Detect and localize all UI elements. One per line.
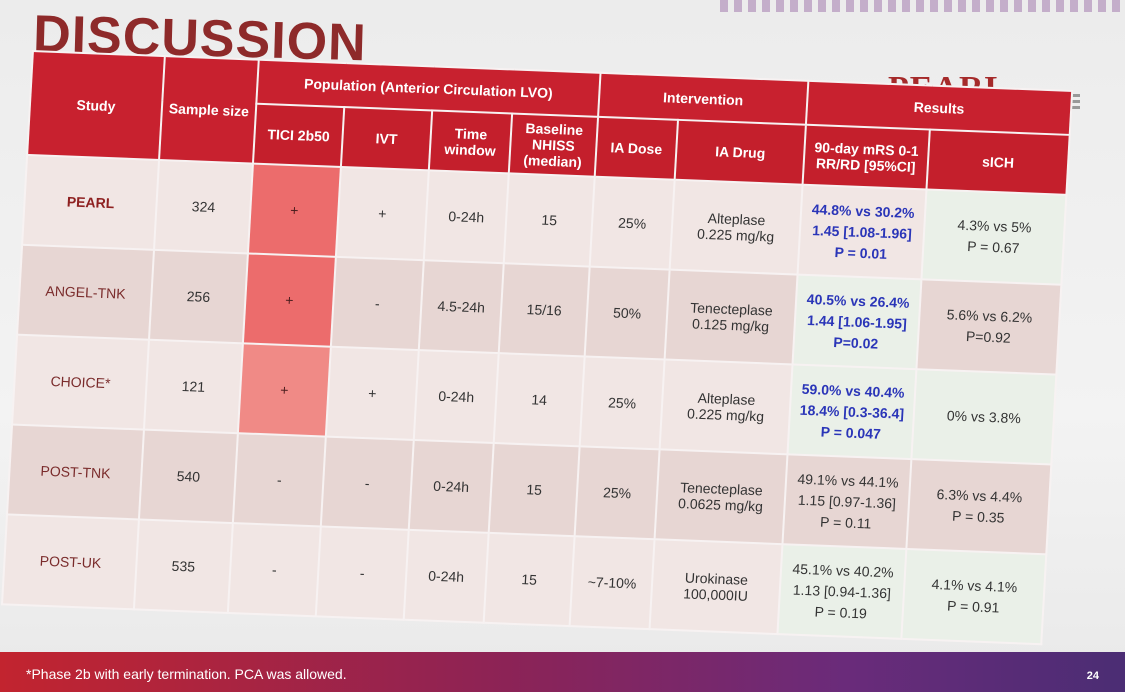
header-sich: sICH	[926, 129, 1070, 195]
cell-ia-dose: 50%	[584, 266, 670, 360]
sich-pvalue: P = 0.35	[951, 507, 1005, 526]
cell-sich: 0% vs 3.8%	[911, 369, 1057, 465]
cell-ia-drug: Alteplase 0.225 mg/kg	[659, 359, 793, 455]
mrs-ratio: 1.15 [0.97-1.36]	[797, 491, 897, 511]
mrs-ratio: 1.44 [1.06-1.95]	[806, 311, 908, 332]
cell-study: ANGEL-TNK	[17, 244, 155, 340]
cell-sich: 5.6% vs 6.2% P=0.92	[916, 279, 1062, 375]
cell-sich: 6.3% vs 4.4% P = 0.35	[906, 459, 1052, 555]
mrs-pvalue: P = 0.19	[814, 602, 868, 621]
cell-mrs: 45.1% vs 40.2% 1.13 [0.94-1.36] P = 0.19	[777, 544, 907, 639]
mrs-pvalue: P = 0.11	[819, 513, 872, 532]
header-tici: TICI 2b50	[252, 103, 345, 167]
cell-tici: -	[232, 433, 326, 527]
cell-nihss: 15	[503, 173, 595, 267]
cell-ivt: -	[315, 526, 409, 620]
cell-mrs: 40.5% vs 26.4% 1.44 [1.06-1.95] P=0.02	[792, 274, 922, 370]
cell-tici: +	[242, 253, 336, 347]
cell-time-window: 0-24h	[403, 529, 489, 623]
header-baseline-nihss: Baseline NHISS (median)	[508, 113, 599, 177]
header-time-window: Time window	[428, 110, 513, 174]
cell-ivt: +	[325, 346, 419, 440]
cell-tici: +	[247, 163, 341, 257]
page-number: 24	[1086, 670, 1099, 682]
decorative-stripe	[720, 0, 1125, 12]
cell-sample-size: 121	[143, 339, 243, 434]
drug-dose: 100,000IU	[682, 585, 749, 604]
cell-study: PEARL	[22, 154, 160, 250]
cell-time-window: 0-24h	[423, 170, 509, 264]
cell-ivt: +	[335, 166, 429, 261]
cell-ia-drug: Tenecteplase 0.125 mg/kg	[664, 269, 798, 365]
comparison-table: Study Sample size Population (Anterior C…	[1, 50, 1073, 645]
sich-pvalue: P=0.92	[965, 328, 1012, 346]
cell-ivt: -	[330, 256, 424, 351]
cell-time-window: 0-24h	[413, 350, 499, 444]
header-ia-drug: IA Drug	[674, 119, 806, 185]
cell-ia-dose: 25%	[579, 356, 665, 450]
cell-tici: +	[237, 343, 331, 437]
cell-sample-size: 535	[133, 519, 233, 613]
cell-sample-size: 324	[154, 159, 253, 254]
cell-ia-drug: Tenecteplase 0.0625 mg/kg	[654, 449, 788, 545]
header-mrs: 90-day mRS 0-1 RR/RD [95%CI]	[802, 124, 930, 190]
cell-mrs: 59.0% vs 40.4% 18.4% [0.3-36.4] P = 0.047	[787, 364, 917, 460]
cell-nihss: 15	[488, 443, 580, 537]
cell-mrs: 44.8% vs 30.2% 1.45 [1.08-1.96] P = 0.01	[797, 184, 927, 280]
footnote: *Phase 2b with early termination. PCA wa…	[26, 666, 347, 682]
cell-study: POST-TNK	[7, 424, 144, 520]
cell-study: POST-UK	[2, 514, 139, 610]
header-intervention: Intervention	[598, 72, 809, 125]
header-study: Study	[27, 51, 165, 160]
mrs-ratio: 1.45 [1.08-1.96]	[811, 221, 913, 242]
comparison-table-wrapper: Study Sample size Population (Anterior C…	[1, 50, 1073, 645]
cell-ivt: -	[320, 436, 414, 530]
cell-ia-dose: 25%	[574, 446, 660, 540]
header-sample-size: Sample size	[159, 56, 259, 164]
mrs-ratio: 18.4% [0.3-36.4]	[799, 401, 905, 422]
drug-dose: 0.225 mg/kg	[686, 405, 765, 425]
sich-rate: 0% vs 3.8%	[946, 406, 1022, 426]
slide-footer: *Phase 2b with early termination. PCA wa…	[0, 652, 1125, 692]
cell-sich: 4.3% vs 5% P = 0.67	[921, 189, 1067, 285]
cell-sample-size: 256	[148, 249, 248, 344]
sich-pvalue: P = 0.91	[946, 597, 1000, 616]
sich-pvalue: P = 0.67	[966, 238, 1020, 257]
drug-dose: 0.225 mg/kg	[696, 225, 775, 245]
cell-mrs: 49.1% vs 44.1% 1.15 [0.97-1.36] P = 0.11	[782, 454, 912, 549]
cell-study: CHOICE*	[12, 334, 149, 430]
mrs-pvalue: P = 0.047	[820, 423, 882, 442]
mrs-pvalue: P = 0.01	[834, 243, 888, 262]
mrs-ratio: 1.13 [0.94-1.36]	[792, 581, 892, 601]
cell-nihss: 15/16	[498, 263, 590, 357]
drug-dose: 0.0625 mg/kg	[677, 495, 764, 515]
header-ivt: IVT	[340, 107, 433, 171]
cell-tici: -	[227, 523, 321, 617]
cell-time-window: 4.5-24h	[418, 260, 504, 354]
cell-nihss: 15	[483, 532, 575, 627]
mrs-pvalue: P=0.02	[833, 333, 879, 352]
cell-nihss: 14	[493, 353, 585, 447]
cell-time-window: 0-24h	[408, 439, 494, 533]
cell-ia-dose: 25%	[589, 176, 675, 270]
cell-ia-drug: Urokinase 100,000IU	[649, 539, 783, 635]
cell-ia-drug: Alteplase 0.225 mg/kg	[669, 179, 803, 275]
cell-sich: 4.1% vs 4.1% P = 0.91	[901, 548, 1047, 645]
cell-ia-dose: ~7-10%	[569, 536, 655, 630]
cell-sample-size: 540	[138, 429, 238, 524]
header-ia-dose: IA Dose	[594, 116, 679, 180]
